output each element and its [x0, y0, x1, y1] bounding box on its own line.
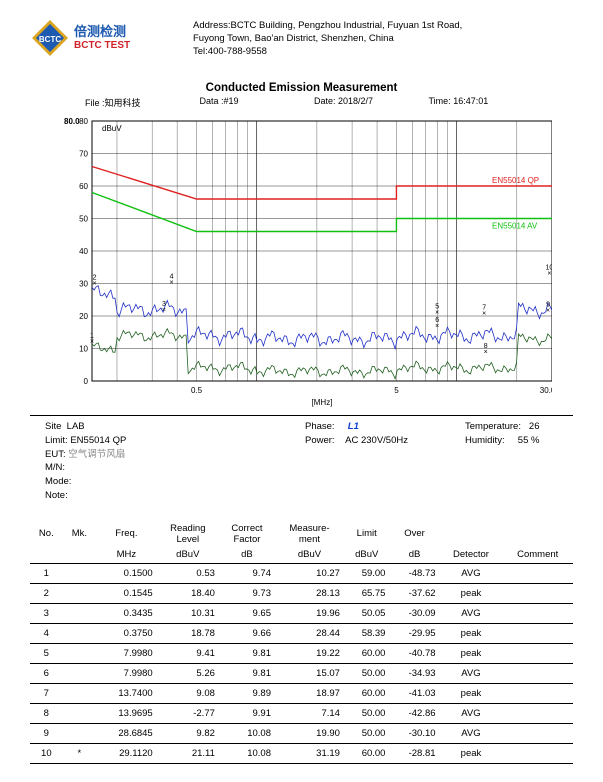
logo-icon: BCTC: [30, 18, 70, 58]
svg-text:BCTC: BCTC: [39, 35, 61, 44]
svg-text:30: 30: [79, 280, 88, 289]
svg-text:10: 10: [545, 265, 552, 272]
svg-text:80: 80: [79, 117, 88, 126]
svg-text:EN55014 AV: EN55014 AV: [492, 221, 538, 230]
chart: 0 10 20 30 40 50 60 70 8080.0 dBuV 5 30.000 0.5 [MHz]…: [52, 111, 552, 411]
table-header-units: MHzdBuVdBdBuVdBuVdBDetectorComment: [30, 547, 573, 564]
phase-label: Phase:: [305, 421, 335, 432]
svg-text:80.0: 80.0: [64, 117, 80, 126]
svg-text:40: 40: [79, 247, 88, 256]
svg-text:1: 1: [90, 333, 94, 340]
svg-text:20: 20: [79, 312, 88, 321]
table-row: 813.9695-2.779.917.1450.00-42.86AVG: [30, 703, 573, 723]
temp-value: 26: [529, 421, 540, 432]
date-label: Date:: [314, 96, 336, 106]
svg-text:×: ×: [547, 271, 551, 278]
table-row: 20.154518.409.7328.1365.75-37.62peak: [30, 583, 573, 603]
note-label: Note:: [45, 489, 68, 503]
eut-label: EUT:: [45, 449, 66, 460]
site-label: Site: [45, 421, 61, 432]
svg-text:4: 4: [169, 274, 173, 281]
svg-text:5: 5: [394, 386, 399, 395]
file-label: File :: [85, 98, 105, 108]
svg-text:30.000: 30.000: [539, 386, 551, 395]
logo-text-en: BCTC TEST: [74, 40, 130, 51]
logo-text-cn: 倍测检测: [74, 25, 130, 39]
mn-label: M/N:: [45, 461, 65, 475]
svg-text:8: 8: [483, 343, 487, 350]
svg-text:×: ×: [483, 349, 487, 356]
limit-value: EN55014 QP: [70, 435, 126, 446]
table-row: 10.15000.539.7410.2759.00-48.73AVG: [30, 563, 573, 583]
svg-text:9: 9: [546, 301, 550, 308]
svg-text:10: 10: [79, 345, 88, 354]
power-label: Power:: [305, 435, 335, 446]
eut-value: 空气调节风扇: [68, 449, 125, 460]
table-header-main: No.Mk.Freq.ReadingLevelCorrectFactorMeas…: [30, 517, 573, 547]
file-value: 知用科技: [105, 98, 141, 108]
mode-label: Mode:: [45, 475, 71, 489]
svg-text:×: ×: [482, 310, 486, 317]
svg-text:70: 70: [79, 150, 88, 159]
header: BCTC 倍测检测 BCTC TEST Address:BCTC Buildin…: [30, 18, 573, 76]
svg-text:×: ×: [435, 310, 439, 317]
data-value: #19: [224, 96, 239, 106]
table-row: 40.375018.789.6628.4458.39-29.95peak: [30, 623, 573, 643]
table-row: 67.99805.269.8115.0750.00-34.93AVG: [30, 663, 573, 683]
tel: Tel:400-788-9558: [193, 46, 462, 59]
svg-text:×: ×: [161, 307, 165, 314]
table-row: 10*29.112021.1110.0831.1960.00-28.81peak: [30, 743, 573, 763]
svg-text:dBuV: dBuV: [102, 124, 122, 133]
svg-text:7: 7: [482, 304, 486, 311]
table-body: 10.15000.539.7410.2759.00-48.73AVG20.154…: [30, 563, 573, 763]
table-row: 713.74009.089.8918.9760.00-41.03peak: [30, 683, 573, 703]
time-label: Time:: [429, 96, 451, 106]
temp-label: Temperature:: [465, 421, 521, 432]
svg-text:0: 0: [83, 377, 88, 386]
date-value: 2018/2/7: [338, 96, 373, 106]
separator: [30, 415, 573, 416]
power-value: AC 230V/50Hz: [345, 435, 408, 446]
svg-text:×: ×: [169, 280, 173, 287]
address-line2: Fuyong Town, Bao'an District, Shenzhen, …: [193, 33, 462, 46]
address: Address:BCTC Building, Pengzhou Industri…: [193, 18, 462, 58]
time-value: 16:47:01: [453, 96, 488, 106]
svg-text:2: 2: [92, 275, 96, 282]
svg-text:0.5: 0.5: [190, 386, 202, 395]
svg-text:60: 60: [79, 182, 88, 191]
svg-text:×: ×: [89, 339, 93, 346]
data-label: Data :: [200, 96, 224, 106]
svg-text:×: ×: [435, 323, 439, 330]
svg-text:3: 3: [161, 301, 165, 308]
hum-label: Humidity:: [465, 435, 505, 446]
address-line1: Address:BCTC Building, Pengzhou Industri…: [193, 20, 462, 33]
svg-text:×: ×: [546, 307, 550, 314]
logo-block: BCTC 倍测检测 BCTC TEST: [30, 18, 185, 58]
svg-text:×: ×: [92, 281, 96, 288]
chart-title: Conducted Emission Measurement: [30, 82, 573, 94]
svg-text:50: 50: [79, 215, 88, 224]
table-row: 928.68459.8210.0819.9050.00-30.10AVG: [30, 723, 573, 743]
hum-value: 55 %: [518, 435, 540, 446]
svg-text:EN55014 QP: EN55014 QP: [492, 176, 539, 185]
chart-svg: 0 10 20 30 40 50 60 70 8080.0 dBuV 5 30.000 0.5 [MHz]…: [52, 111, 552, 411]
data-table: No.Mk.Freq.ReadingLevelCorrectFactorMeas…: [30, 517, 573, 764]
info-block: Site LAB Phase: L1 Temperature: 26 Limit…: [45, 420, 573, 503]
table-row: 57.99809.419.8119.2260.00-40.78peak: [30, 643, 573, 663]
table-row: 30.343510.319.6519.9650.05-30.09AVG: [30, 603, 573, 623]
site-value: LAB: [67, 421, 85, 432]
chart-meta: File :知用科技 Data :#19 Date: 2018/2/7 Time…: [85, 96, 543, 109]
svg-text:6: 6: [435, 317, 439, 324]
svg-text:[MHz]: [MHz]: [311, 398, 332, 407]
limit-label: Limit:: [45, 435, 68, 446]
phase-value: L1: [348, 421, 359, 432]
svg-text:5: 5: [435, 304, 439, 311]
